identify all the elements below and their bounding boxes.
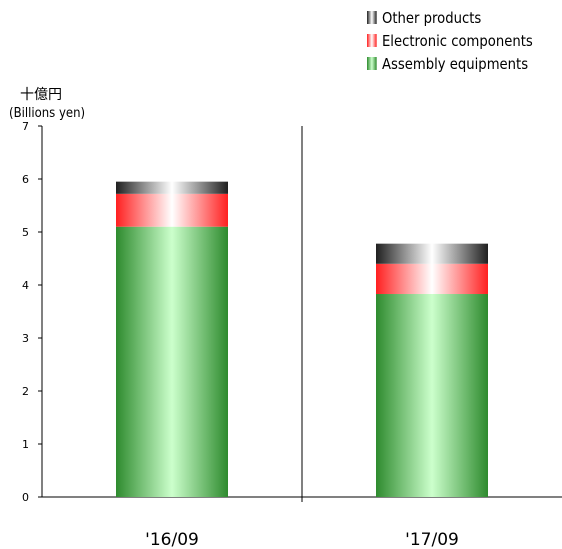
- y-axis-label-english: (Billions yen): [9, 106, 86, 121]
- bar-electronic-components-2: [376, 263, 488, 295]
- legend-item-other-products: Other products: [367, 6, 533, 29]
- legend-swatch-assembly-equipments: [367, 57, 377, 70]
- y-tick-label: 4: [22, 279, 29, 292]
- x-tick-label: '16/09: [145, 530, 199, 549]
- legend-swatch-other-products: [367, 11, 377, 24]
- legend-label-other-products: Other products: [381, 8, 482, 27]
- bar-assembly-equipments-1: [116, 226, 228, 497]
- y-tick-label: 6: [22, 173, 29, 186]
- y-tick-label: 7: [22, 120, 29, 133]
- y-tick-label: 0: [22, 491, 29, 504]
- bar-other-products-1: [116, 181, 228, 194]
- y-tick-label: 2: [22, 385, 29, 398]
- legend-label-assembly-equipments: Assembly equipments: [381, 54, 529, 73]
- bar-assembly-equipments-2: [376, 294, 488, 497]
- bar-electronic-components-1: [116, 193, 228, 227]
- y-tick-label: 3: [22, 332, 29, 345]
- bar-other-products-2: [376, 243, 488, 264]
- legend-swatch-electronic-components: [367, 34, 377, 47]
- tick-labels: 0 1 2 3 4 5 6 7 '16/09 '17/09: [22, 120, 459, 549]
- legend-item-electronic-components: Electronic components: [367, 29, 533, 52]
- x-tick-label: '17/09: [405, 530, 459, 549]
- y-tick-label: 1: [22, 438, 29, 451]
- y-tick-label: 5: [22, 226, 29, 239]
- legend-item-assembly-equipments: Assembly equipments: [367, 52, 533, 75]
- y-axis-label-japanese: 十億円: [20, 87, 62, 103]
- legend-label-electronic-components: Electronic components: [381, 31, 533, 50]
- bars: [116, 181, 488, 497]
- legend: Other products Electronic components Ass…: [367, 6, 555, 75]
